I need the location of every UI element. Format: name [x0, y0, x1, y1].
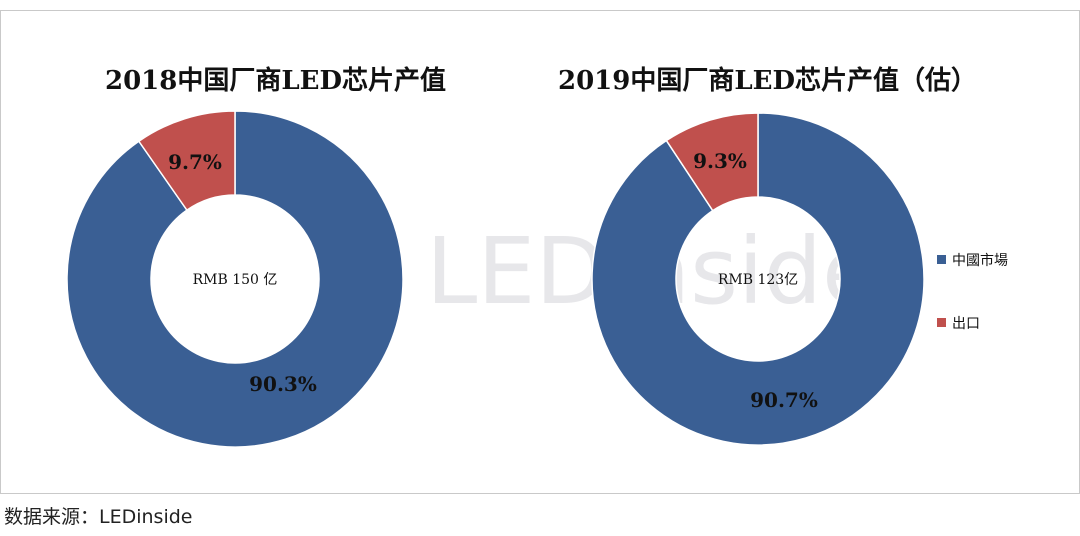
legend-item-export: 出口: [937, 314, 980, 334]
chart-title-2018: 2018中国厂商LED芯片产值: [105, 66, 447, 96]
legend-label-export: 出口: [952, 316, 980, 332]
donut-slice-1-0: [591, 112, 925, 446]
donut-slice-1-1: [665, 112, 759, 212]
slice-value-label-0-0: 90.3%: [249, 372, 317, 396]
chart-svg: LEDinside90.3%9.7%RMB 150 亿90.7%9.3%RMB …: [66, 110, 925, 448]
legend-label-china-market: 中國市場: [952, 253, 1008, 269]
legend-swatch-export: [937, 318, 946, 327]
center-label-0: RMB 150 亿: [193, 272, 278, 288]
center-label-1: RMB 123亿: [718, 272, 798, 288]
slice-value-label-1-1: 9.3%: [693, 149, 747, 173]
chart-title-2019: 2019中国厂商LED芯片产值（估）: [558, 66, 978, 96]
chart-frame: LEDinside90.3%9.7%RMB 150 亿90.7%9.3%RMB …: [0, 10, 1080, 494]
slice-value-label-1-0: 90.7%: [750, 388, 818, 412]
donut-slice-0-1: [137, 110, 236, 212]
data-source-note: 数据来源：LEDinside: [4, 506, 193, 528]
legend-swatch-china-market: [937, 255, 946, 264]
donut-slice-0-0: [66, 110, 404, 448]
legend-item-china-market: 中國市場: [937, 251, 1008, 271]
slice-value-label-0-1: 9.7%: [168, 150, 222, 174]
